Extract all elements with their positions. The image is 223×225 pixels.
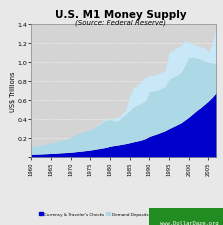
Text: (Source: Federal Reserve): (Source: Federal Reserve) (75, 19, 166, 26)
Legend: Currency & Traveler's Checks, Demand Deposits, Other Checkable Deposits: Currency & Traveler's Checks, Demand Dep… (37, 210, 210, 217)
Text: www.DollarDaze.org: www.DollarDaze.org (160, 220, 219, 225)
Y-axis label: US$ Trillions: US$ Trillions (10, 71, 16, 111)
Text: U.S. M1 Money Supply: U.S. M1 Money Supply (55, 10, 186, 20)
